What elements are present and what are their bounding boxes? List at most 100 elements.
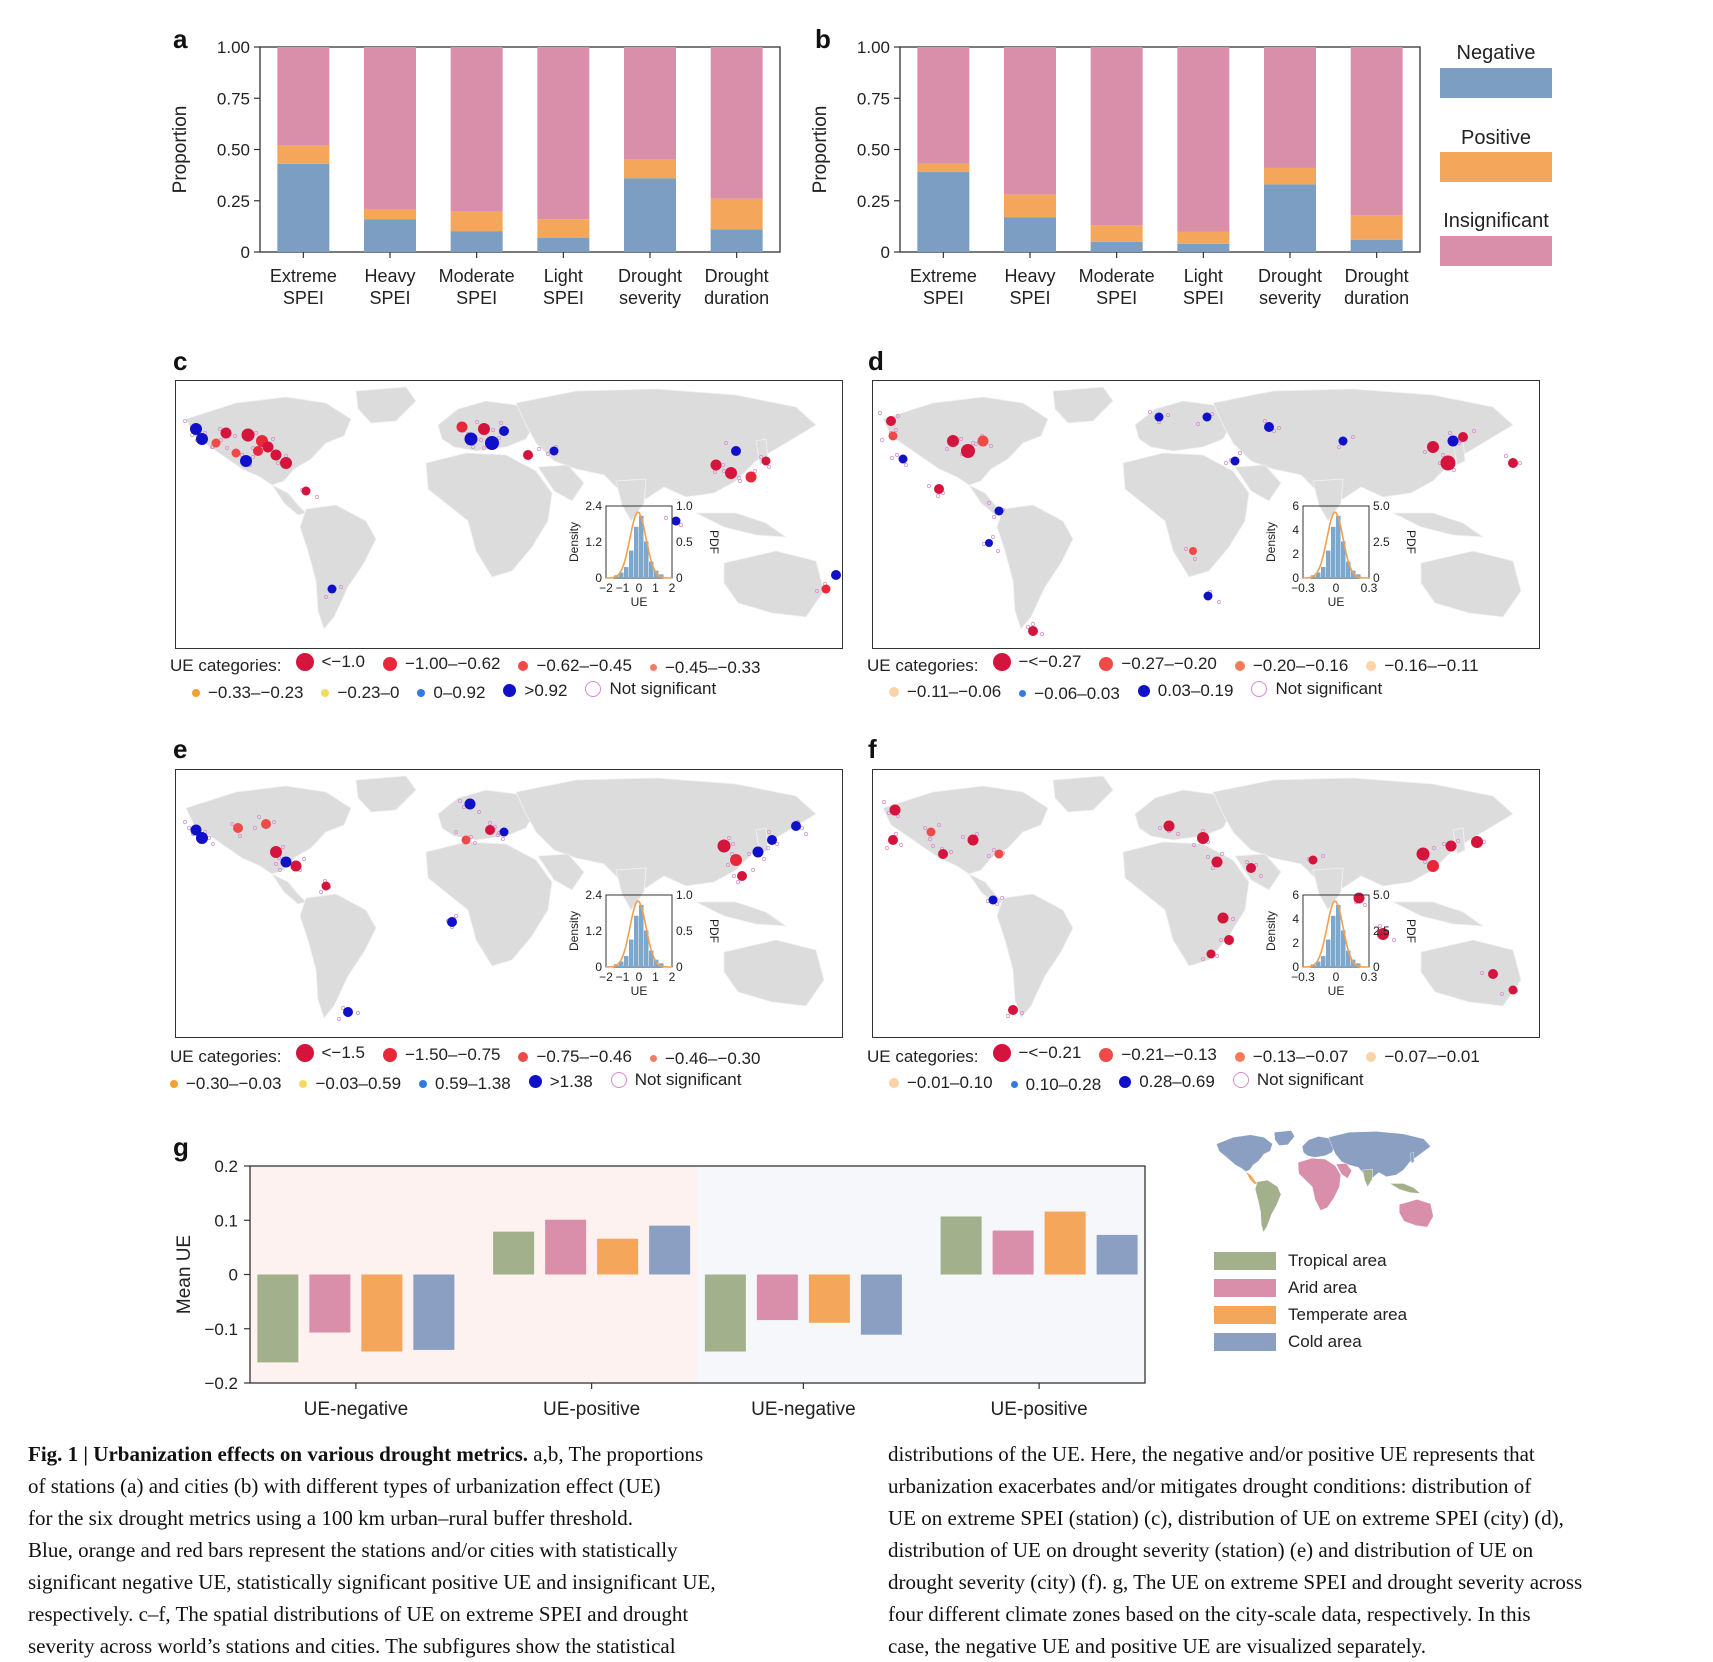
legend-item: −0.16–−0.11 (1366, 656, 1479, 676)
not-significant-point (499, 421, 503, 425)
not-significant-point (183, 419, 187, 423)
not-significant-point (1231, 917, 1235, 921)
bar-cold-area (1096, 1234, 1138, 1275)
not-significant-point (254, 431, 258, 435)
chart-b: 00.250.500.751.00ProportionExtremeSPEIHe… (810, 38, 1421, 308)
bar-negative (277, 163, 330, 252)
legend-item: −1.50–−0.75 (383, 1045, 500, 1065)
legend-label: −0.75–−0.46 (536, 1047, 632, 1066)
not-significant-point (183, 820, 187, 824)
minimap-region (1301, 1136, 1336, 1158)
bar-temperate-area (808, 1274, 850, 1323)
legend-item: −0.06–0.03 (1019, 684, 1120, 704)
ue-point (717, 839, 731, 853)
not-significant-point (339, 585, 343, 589)
map-d: 0 2 4 6 0 2.5 5.0 −0.3 0 0.3 UE Density PDF (872, 380, 1540, 649)
inset-pdf-curve (606, 511, 672, 579)
not-significant-point (319, 890, 323, 894)
not-significant-point (974, 442, 978, 446)
inset-bar (629, 939, 634, 967)
ue-point (961, 444, 975, 458)
not-significant-point (1277, 426, 1281, 430)
legend-d-row2: −0.11–−0.06 −0.06–0.03 0.03–0.19 Not signif… (889, 679, 1400, 704)
x-tick-label: Drought (1258, 266, 1322, 286)
minimap-region (1362, 1168, 1373, 1188)
legend-marker (383, 1048, 397, 1062)
bar-insignificant (624, 47, 676, 160)
bar-positive (624, 159, 676, 179)
landmass (185, 396, 352, 486)
not-significant-point (882, 800, 886, 804)
ue-point (730, 854, 742, 866)
legend-label: −0.07–−0.01 (1384, 1047, 1480, 1066)
caption-line: distributions of the UE. Here, the negat… (888, 1442, 1535, 1466)
ue-point (464, 432, 478, 446)
caption-line: Fig. 1 | Urbanization effects on various… (28, 1438, 858, 1470)
landmass (723, 939, 825, 1007)
legend-marker (1234, 661, 1245, 671)
not-significant-point (546, 452, 550, 456)
bar-positive (277, 145, 330, 164)
legend-label: −0.27–−0.20 (1121, 654, 1217, 673)
legend-f-row1: UE categories: −<−0.21 −0.21–−0.13 −0.13–−0… (867, 1043, 1498, 1067)
x-tick-label: UE-negative (304, 1399, 409, 1420)
figure-caption-left: Fig. 1 | Urbanization effects on various… (28, 1438, 858, 1662)
ue-point (1458, 432, 1468, 442)
legend-item: −0.20–−0.16 (1234, 656, 1348, 676)
legend-item: −0.33–−0.23 (192, 683, 303, 703)
not-significant-point (992, 848, 996, 852)
bar-positive (710, 198, 763, 230)
ue-point (1224, 935, 1234, 945)
inset-left-axis-label: Density (567, 911, 581, 951)
minimap-region (1399, 1199, 1434, 1228)
not-significant-point (736, 880, 740, 884)
inset-right-axis-label: PDF (707, 919, 721, 943)
inset-x-tick-label: 0 (1333, 970, 1340, 984)
ue-point (731, 446, 741, 456)
not-significant-point (1000, 896, 1004, 900)
not-significant-point (1224, 461, 1228, 465)
not-significant-point (1031, 622, 1035, 626)
not-significant-point (1219, 938, 1223, 942)
legend-marker (528, 1075, 542, 1088)
inset-x-tick-label: −1 (616, 970, 630, 984)
inset-x-tick-label: −1 (616, 581, 630, 595)
ue-point (461, 835, 471, 845)
minimap-region (1245, 1171, 1258, 1185)
inset-y2-tick-label: 0.5 (676, 535, 693, 549)
inset-right-axis-label: PDF (1404, 919, 1418, 943)
not-significant-point (927, 484, 931, 488)
legend-marker (518, 661, 529, 671)
x-tick-label: UE-positive (991, 1399, 1088, 1420)
x-tick-label: Extreme (910, 266, 977, 286)
legend-label: −0.21–−0.13 (1121, 1045, 1217, 1064)
ue-point (1197, 832, 1209, 844)
legend-item: −0.75–−0.46 (518, 1047, 632, 1067)
inset-right-axis-label: PDF (1404, 530, 1418, 554)
not-significant-point (469, 835, 473, 839)
legend-label: −0.06–0.03 (1034, 683, 1120, 703)
y-tick-label: 0 (241, 243, 250, 262)
legend-label: −<−0.27 (1018, 652, 1082, 671)
not-significant-point (324, 595, 328, 599)
y-axis-label: Proportion (170, 106, 191, 194)
not-significant-point (1456, 839, 1460, 843)
not-significant-point (975, 832, 979, 836)
bar-tropical-area (257, 1274, 299, 1363)
landmass (1052, 775, 1114, 813)
ue-point (220, 427, 232, 439)
not-significant-point (473, 841, 477, 845)
caption-line: for the six drought metrics using a 100 … (28, 1506, 633, 1530)
x-tick-label: SPEI (456, 288, 497, 308)
inset-y2-tick-label: 0 (1373, 960, 1380, 974)
legend-item: −0.30–−0.03 (170, 1074, 281, 1094)
y-tick-label: 0.75 (857, 89, 890, 108)
not-significant-point (923, 826, 927, 830)
x-tick-label: duration (704, 288, 769, 308)
legend-marker (610, 1072, 627, 1088)
legend-title: UE categories: (867, 1047, 979, 1066)
legend-negative-label: Negative (1456, 42, 1536, 64)
minimap-region (1274, 1130, 1295, 1146)
ue-point (1427, 441, 1439, 453)
landmass (425, 452, 553, 578)
